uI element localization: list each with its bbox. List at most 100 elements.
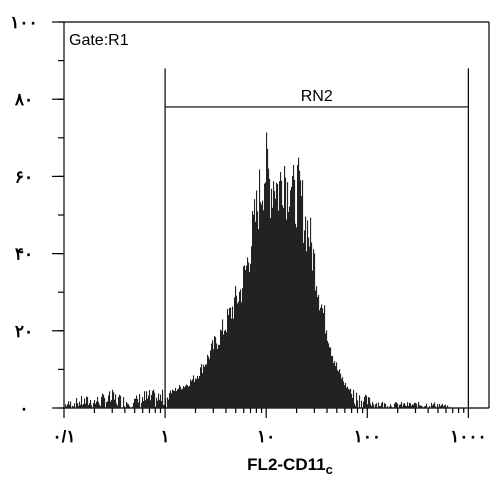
histogram-bin bbox=[106, 402, 108, 408]
histogram-bin bbox=[235, 286, 237, 408]
y-tick-label: ۴۰ bbox=[15, 245, 33, 264]
histogram-bin bbox=[137, 398, 139, 408]
histogram-bin bbox=[91, 405, 93, 408]
histogram-bin bbox=[292, 176, 294, 408]
histogram-bin bbox=[238, 301, 240, 408]
histogram-bin bbox=[302, 180, 304, 408]
histogram-bin bbox=[312, 270, 314, 408]
histogram-bin bbox=[149, 390, 151, 408]
histogram-bin bbox=[170, 390, 172, 408]
histogram-bin bbox=[313, 249, 315, 408]
histogram-bin bbox=[226, 332, 228, 408]
histogram-bin bbox=[90, 399, 92, 408]
histogram-bin bbox=[367, 404, 369, 408]
histogram-bin bbox=[124, 406, 126, 408]
histogram-bin bbox=[81, 396, 83, 408]
histogram-bin bbox=[327, 340, 329, 408]
histogram-bin bbox=[233, 318, 235, 408]
histogram-bin bbox=[251, 246, 253, 408]
histogram-bin bbox=[241, 302, 243, 408]
histogram-bin bbox=[414, 402, 416, 408]
histogram-bin bbox=[285, 177, 287, 408]
histogram-bin bbox=[354, 403, 356, 408]
histogram-bin bbox=[406, 406, 408, 408]
histogram-bin bbox=[308, 237, 310, 408]
histogram-bin bbox=[252, 211, 254, 408]
histogram-bin bbox=[324, 305, 326, 408]
histogram-bin bbox=[332, 356, 334, 408]
histogram-bin bbox=[364, 396, 366, 408]
histogram-bin bbox=[310, 217, 312, 408]
histogram-bin bbox=[86, 396, 88, 408]
histogram-bin bbox=[242, 288, 244, 408]
histogram-bin bbox=[192, 379, 194, 408]
x-tick-label: ۱۰۰ bbox=[354, 427, 381, 446]
histogram-bin bbox=[206, 364, 208, 408]
histogram-bin bbox=[271, 188, 273, 408]
histogram-bin bbox=[209, 359, 211, 408]
histogram-bin bbox=[278, 210, 280, 408]
histogram-bin bbox=[284, 165, 286, 408]
histogram-bin bbox=[431, 402, 433, 408]
histogram-bin bbox=[270, 218, 272, 408]
histogram-bin bbox=[363, 401, 365, 408]
histogram-bin bbox=[153, 389, 155, 408]
histogram-bin bbox=[342, 377, 344, 408]
histogram-bin bbox=[212, 340, 214, 408]
histogram-bin bbox=[201, 364, 203, 408]
histogram-bin bbox=[397, 403, 399, 408]
histogram-bin bbox=[162, 389, 164, 408]
histogram-bin bbox=[110, 401, 112, 408]
histogram-bin bbox=[359, 395, 361, 408]
histogram-bin bbox=[421, 405, 423, 408]
histogram-bin bbox=[158, 393, 160, 408]
histogram-bin bbox=[258, 229, 260, 408]
histogram-bin bbox=[159, 399, 161, 408]
histogram-bin bbox=[219, 344, 221, 408]
histogram-bin bbox=[169, 393, 171, 408]
histogram-bin bbox=[322, 308, 324, 408]
histogram-bin bbox=[378, 402, 380, 408]
histogram-bin bbox=[349, 389, 351, 408]
histogram-bin bbox=[279, 181, 281, 408]
histogram-bin bbox=[394, 403, 396, 408]
histogram-bin bbox=[230, 307, 232, 408]
histogram-bin bbox=[298, 157, 300, 408]
histogram-bin bbox=[197, 375, 199, 408]
histogram-bin bbox=[109, 391, 111, 408]
histogram-bin bbox=[243, 266, 245, 408]
histogram-bin bbox=[399, 404, 401, 408]
histogram-bin bbox=[173, 390, 175, 408]
histogram-bin bbox=[189, 385, 191, 408]
histogram-bin bbox=[115, 394, 117, 408]
histogram-bin bbox=[369, 397, 371, 408]
histogram-bin bbox=[83, 403, 85, 408]
histogram-bin bbox=[331, 355, 333, 408]
histogram-bin bbox=[311, 242, 313, 408]
histogram-bin bbox=[102, 393, 104, 408]
histogram-bin bbox=[340, 373, 342, 408]
histogram-bin bbox=[187, 385, 189, 408]
histogram-bin bbox=[216, 343, 218, 408]
histogram-bin bbox=[346, 387, 348, 408]
histogram-bin bbox=[199, 375, 201, 408]
histogram-bin bbox=[276, 182, 278, 408]
histogram-bin bbox=[246, 265, 248, 408]
histogram-bin bbox=[139, 394, 141, 408]
histogram-bin bbox=[142, 397, 144, 408]
histogram-bin bbox=[73, 406, 75, 408]
histogram-bin bbox=[77, 403, 79, 408]
histogram-bin bbox=[301, 196, 303, 408]
histogram-bin bbox=[141, 402, 143, 408]
histogram-bin bbox=[443, 406, 445, 408]
histogram-bin bbox=[117, 405, 119, 408]
histogram-bin bbox=[133, 402, 135, 408]
histogram-bin bbox=[98, 402, 100, 408]
histogram-bin bbox=[167, 397, 169, 408]
histogram-bin bbox=[221, 330, 223, 408]
histogram-bin bbox=[157, 400, 159, 408]
histogram-bin bbox=[232, 306, 234, 408]
histogram-bin bbox=[422, 406, 424, 408]
